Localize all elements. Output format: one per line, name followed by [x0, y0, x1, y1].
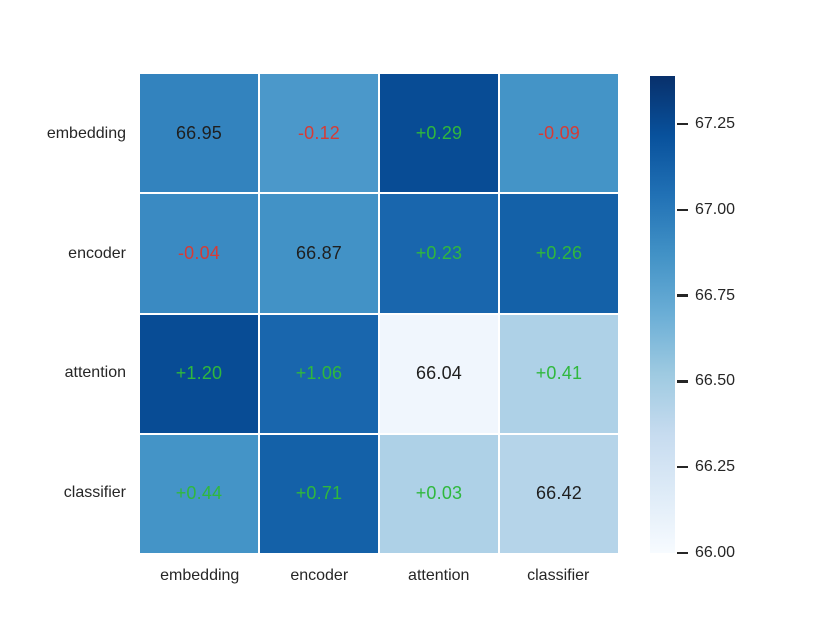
tick-mark: [677, 551, 688, 555]
heatmap-cell-embedding-embedding: 66.95: [140, 74, 258, 193]
y-axis-labels: embedding encoder attention classifier: [0, 74, 126, 553]
heatmap-cell-embedding-attention: +0.29: [380, 74, 498, 193]
colorbar-tick-66.00: 66.00: [650, 544, 735, 562]
tick-label: 66.00: [695, 544, 736, 561]
x-tick-label-embedding: embedding: [160, 567, 240, 584]
tick-mark: [677, 294, 688, 297]
x-tick-label-encoder: encoder: [290, 567, 349, 584]
heatmap-cell-classifier-encoder: +0.71: [260, 434, 378, 553]
colorbar-ticks: 66.00 66.25 66.50 66.75 67.00 67.25: [650, 76, 790, 561]
y-tick-label-encoder: encoder: [68, 244, 126, 262]
heatmap-cell-embedding-encoder: -0.12: [260, 74, 378, 193]
heatmap-cell-embedding-classifier: -0.09: [500, 74, 618, 193]
heatmap-cell-attention-embedding: +1.20: [140, 314, 258, 433]
tick-mark: [677, 208, 688, 212]
x-tick-label-attention: attention: [408, 567, 470, 584]
heatmap-cell-classifier-attention: +0.03: [380, 434, 498, 553]
colorbar-tick-67.25: 67.25: [650, 115, 735, 133]
tick-mark: [677, 380, 688, 383]
x-tick-label-classifier: classifier: [527, 567, 590, 584]
y-tick-label-embedding: embedding: [46, 124, 126, 142]
heatmap-cell-encoder-classifier: +0.26: [500, 194, 618, 313]
tick-mark: [677, 465, 688, 469]
colorbar-tick-66.75: 66.75: [650, 287, 735, 305]
colorbar-tick-67.00: 67.00: [650, 201, 735, 219]
tick-label: 66.50: [695, 372, 736, 390]
heatmap-cell-encoder-encoder: 66.87: [260, 194, 378, 313]
tick-label: 67.00: [695, 200, 736, 218]
y-tick-label-classifier: classifier: [63, 484, 126, 502]
y-tick-label-attention: attention: [64, 364, 126, 382]
colorbar-tick-66.25: 66.25: [650, 458, 735, 476]
heatmap-cell-attention-encoder: +1.06: [260, 314, 378, 433]
heatmap-cell-attention-classifier: +0.41: [500, 314, 618, 433]
heatmap-cell-encoder-attention: +0.23: [380, 194, 498, 313]
heatmap-cell-encoder-embedding: -0.04: [140, 194, 258, 313]
heatmap-cell-classifier-classifier: 66.42: [500, 434, 618, 553]
heatmap-cell-attention-attention: 66.04: [380, 314, 498, 433]
tick-mark: [677, 122, 688, 126]
tick-label: 66.25: [695, 458, 736, 476]
heatmap-cell-classifier-embedding: +0.44: [140, 434, 258, 553]
x-axis-labels: embedding encoder attention classifier: [140, 561, 618, 591]
colorbar-tick-66.50: 66.50: [650, 372, 735, 390]
tick-label: 66.75: [695, 286, 736, 304]
tick-label: 67.25: [695, 115, 736, 133]
heatmap-grid: 66.95 -0.12 +0.29 -0.09 -0.04 66.87 +0.23 +0.26…: [140, 74, 618, 553]
colorbar-gradient: [650, 76, 675, 553]
